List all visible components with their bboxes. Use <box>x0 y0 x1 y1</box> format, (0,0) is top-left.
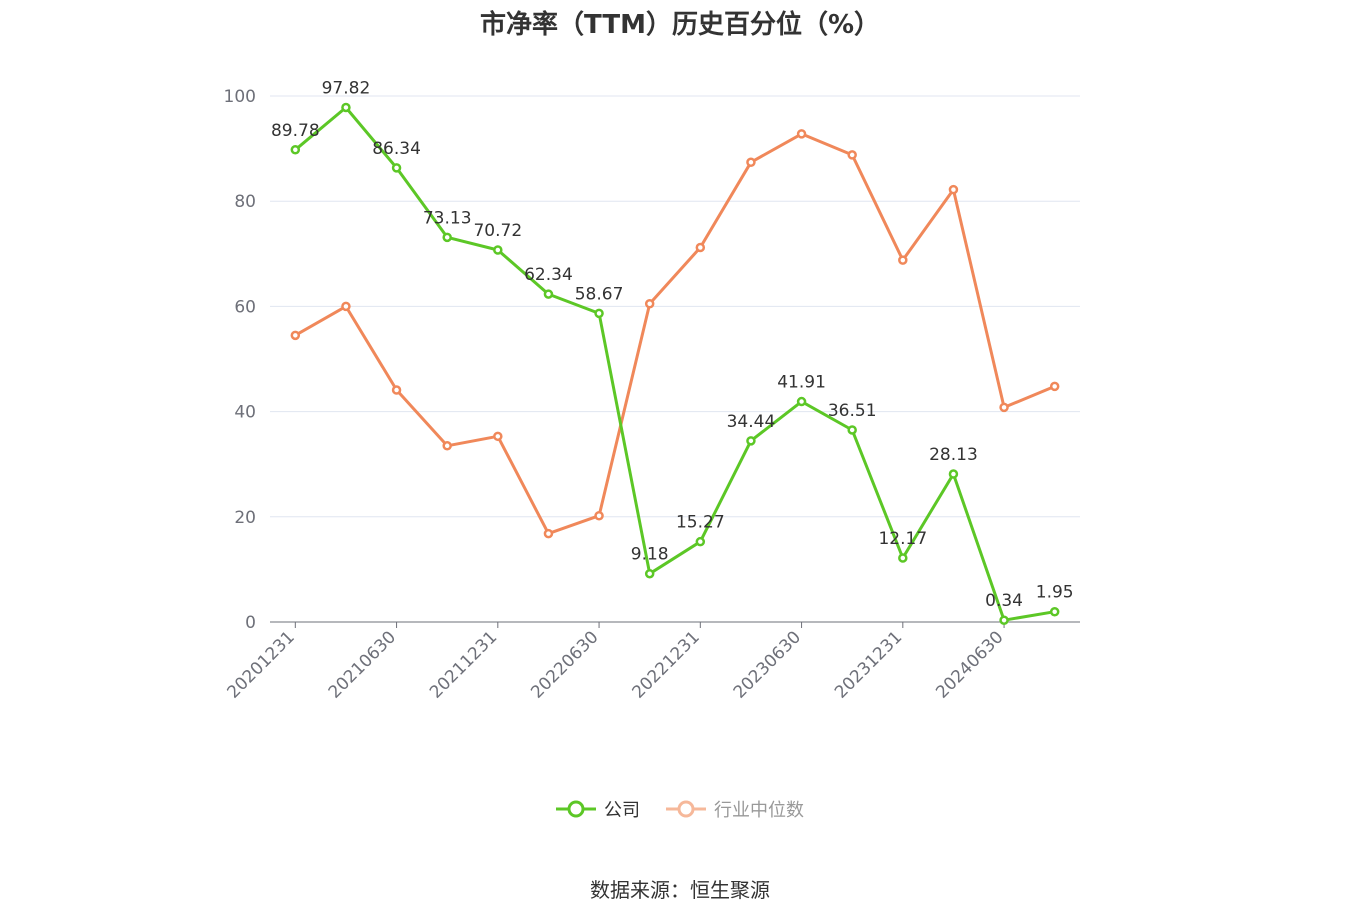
data-point <box>391 163 402 173</box>
data-point <box>594 510 604 521</box>
y-tick-label: 0 <box>245 613 256 633</box>
legend-swatch-marker <box>677 800 695 818</box>
data-point <box>391 385 402 395</box>
x-tick-label: 20240630 <box>932 627 1007 702</box>
data-point <box>796 129 807 139</box>
data-label: 15.27 <box>676 513 725 533</box>
data-label: 41.91 <box>777 373 826 393</box>
y-tick-label: 40 <box>234 403 256 423</box>
y-tick-label: 60 <box>234 297 256 317</box>
legend-swatch-marker <box>567 800 585 818</box>
y-tick-label: 20 <box>234 508 256 528</box>
chart-title: 市净率（TTM）历史百分位（%） <box>480 10 880 40</box>
data-point <box>442 441 452 451</box>
data-point <box>695 536 706 547</box>
data-label: 28.13 <box>929 445 978 465</box>
data-point <box>847 425 857 435</box>
data-point <box>1049 381 1060 392</box>
data-point <box>746 436 756 446</box>
data-label: 73.13 <box>423 208 472 228</box>
data-label: 70.72 <box>473 221 522 241</box>
data-label: 12.17 <box>878 529 927 549</box>
data-label: 9.18 <box>631 545 669 565</box>
data-label: 0.34 <box>985 591 1023 611</box>
data-point <box>442 232 452 243</box>
data-point <box>543 528 554 539</box>
data-point <box>290 145 301 155</box>
source-note: 数据来源：恒生聚源 <box>590 878 770 902</box>
data-point <box>948 469 959 479</box>
axes: 0 20 40 60 80 100 20201231 20210630 20211231 2022… <box>224 87 1080 703</box>
line-chart: 0 20 40 60 80 100 20201231 20210630 20211231 2022… <box>224 78 1080 703</box>
y-tick-label: 100 <box>224 87 256 107</box>
data-point <box>644 299 655 309</box>
data-point <box>1049 606 1060 617</box>
data-point <box>746 157 756 168</box>
legend-label: 行业中位数 <box>714 800 804 821</box>
legend: 公司 行业中位数 <box>0 796 1360 822</box>
data-point <box>341 102 351 113</box>
series-lines <box>290 102 1060 625</box>
data-point <box>898 255 908 265</box>
data-point <box>594 308 604 319</box>
data-point <box>847 150 857 160</box>
data-label: 58.67 <box>575 284 624 304</box>
legend-item[interactable]: 行业中位数 <box>666 796 804 822</box>
legend-swatch-icon <box>666 800 706 818</box>
x-tick-label: 20220630 <box>527 627 602 702</box>
x-tick-label: 20210630 <box>325 627 400 702</box>
data-point <box>999 402 1009 413</box>
data-point <box>796 396 807 407</box>
data-label: 1.95 <box>1036 583 1074 603</box>
legend-item[interactable]: 公司 <box>556 796 640 822</box>
data-label: 34.44 <box>727 412 776 432</box>
data-label: 86.34 <box>372 139 421 159</box>
data-point <box>290 330 301 341</box>
data-point <box>948 184 959 195</box>
series-line <box>294 132 1056 536</box>
data-label: 62.34 <box>524 265 573 285</box>
data-point <box>644 568 655 579</box>
legend-swatch-icon <box>556 800 596 818</box>
data-point <box>493 431 503 442</box>
x-tick-label: 20230630 <box>730 627 805 702</box>
x-tick-label: 20201231 <box>224 627 299 702</box>
data-point <box>695 242 706 253</box>
x-tick-label: 20231231 <box>831 627 906 702</box>
data-point <box>999 615 1009 625</box>
data-label: 97.82 <box>322 78 371 98</box>
data-point <box>543 289 554 299</box>
x-tick-label: 20221231 <box>629 627 704 702</box>
legend-label: 公司 <box>604 800 640 821</box>
data-point <box>898 553 908 563</box>
x-tick-label: 20211231 <box>426 627 501 702</box>
data-point <box>341 301 351 312</box>
data-label: 89.78 <box>271 121 320 141</box>
grid-lines <box>270 95 1080 518</box>
data-point <box>493 245 503 255</box>
series-line <box>294 106 1055 622</box>
data-label: 36.51 <box>828 401 877 421</box>
y-tick-label: 80 <box>234 192 256 212</box>
